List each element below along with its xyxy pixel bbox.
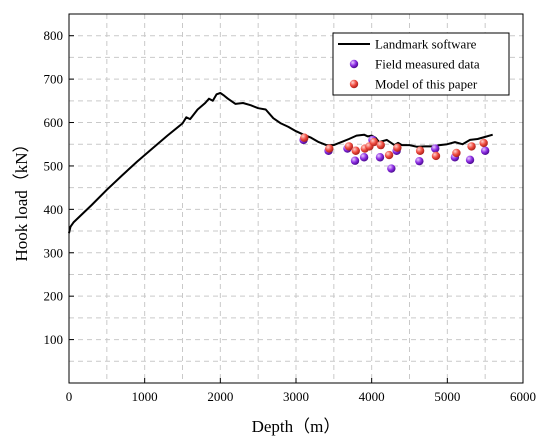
model-point xyxy=(384,150,394,160)
model-point xyxy=(300,133,309,142)
legend-marker-swatch xyxy=(349,79,359,89)
y-tick-label: 300 xyxy=(44,245,64,260)
landmark-software-line xyxy=(68,92,493,234)
legend-box xyxy=(332,32,510,96)
y-tick-label: 100 xyxy=(44,332,64,347)
series-layer xyxy=(68,92,493,234)
model-point xyxy=(344,142,354,151)
x-tick-label: 0 xyxy=(66,389,73,404)
x-tick-label: 4000 xyxy=(359,389,385,404)
x-tick-label: 1000 xyxy=(132,389,158,404)
field-measured-point xyxy=(431,144,440,153)
model-point xyxy=(415,146,425,155)
model-point xyxy=(351,146,360,155)
field-measured-point xyxy=(375,153,385,162)
field-measured-point xyxy=(359,153,369,162)
legend-label: Landmark software xyxy=(375,37,477,52)
y-tick-label: 800 xyxy=(44,28,64,43)
model-point xyxy=(479,138,488,148)
legend: Landmark software Field measured data Mode… xyxy=(332,32,510,96)
legend-label: Field measured data xyxy=(375,57,480,72)
field-measured-point xyxy=(387,164,396,173)
axis-ticks: 0 1000 2000 3000 4000 5000 6000 100 200 300 400 500… xyxy=(44,28,537,404)
y-tick-label: 500 xyxy=(44,158,64,173)
field-measured-point xyxy=(415,156,424,166)
model-point xyxy=(376,140,385,150)
model-point xyxy=(325,144,334,153)
y-tick-label: 600 xyxy=(44,115,64,130)
y-tick-label: 700 xyxy=(44,72,64,87)
field-measured-point xyxy=(465,155,475,165)
grid xyxy=(69,14,523,383)
model-point xyxy=(393,143,402,152)
model-point xyxy=(467,142,476,151)
y-tick-label: 400 xyxy=(44,202,64,217)
field-measured-point xyxy=(480,146,490,155)
x-tick-label: 6000 xyxy=(510,389,536,404)
legend-marker-swatch xyxy=(349,59,359,69)
y-tick-label: 200 xyxy=(44,289,64,304)
x-tick-label: 5000 xyxy=(434,389,460,404)
model-point xyxy=(452,148,461,158)
x-tick-label: 2000 xyxy=(207,389,233,404)
legend-label: Model of this paper xyxy=(375,77,478,92)
y-axis-title: Hook load（kN） xyxy=(12,135,31,261)
x-axis-title: Depth（m） xyxy=(252,417,341,436)
field-measured-point xyxy=(350,156,360,165)
model-point xyxy=(369,137,379,147)
x-tick-label: 3000 xyxy=(283,389,309,404)
model-point xyxy=(431,151,441,161)
